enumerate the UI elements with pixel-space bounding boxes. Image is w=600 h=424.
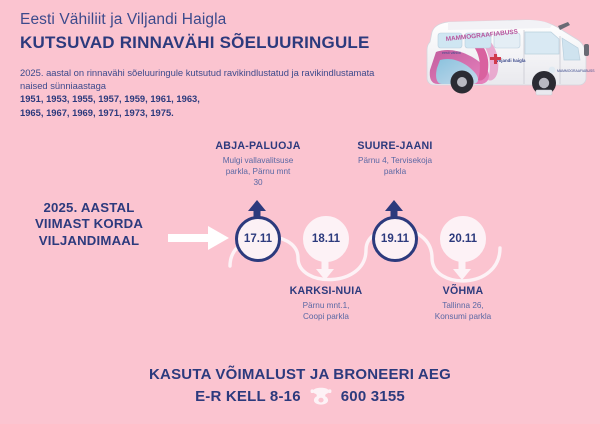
address-line-1: Pärnu mnt.1, bbox=[302, 301, 350, 310]
pin-date: 18.11 bbox=[311, 233, 341, 245]
callout-line-2: VIIMAST KORDA bbox=[34, 216, 144, 232]
city-name: VÕHMA bbox=[442, 285, 484, 297]
address-line-2: parkla bbox=[383, 166, 407, 176]
footer-block: KASUTA VÕIMALUST JA BRONEERI AEG E-R KEL… bbox=[0, 366, 600, 405]
timeline: ABJA-PALUOJA Mulgi vallavalitsuse parkla… bbox=[190, 140, 590, 360]
callout-line-3: VILJANDIMAAL bbox=[38, 232, 140, 248]
stop-label-karksi-nuia: KARKSI-NUIA Pärnu mnt.1, Coopi parkla bbox=[266, 285, 386, 323]
city-address: Pärnu 4, Tervisekoja parkla bbox=[335, 156, 455, 178]
pin-tip-down-4 bbox=[452, 258, 472, 285]
footer-phone-number: 600 3155 bbox=[340, 387, 405, 405]
city-address: Mulgi vallavalitsuse parkla, Pärnu mnt 3… bbox=[198, 156, 318, 188]
bus-illustration: MAMMOGRAAFIABUSS Viljandi haigla eesti v… bbox=[426, 19, 595, 96]
page-title: KUTSUVAD RINNAVÄHI SÕELUURINGULE bbox=[20, 33, 370, 53]
pin-tip-up-3 bbox=[384, 200, 404, 227]
svg-text:MAMMOGRAAFIABUSS: MAMMOGRAAFIABUSS bbox=[557, 69, 595, 73]
address-line-3: 30 bbox=[253, 177, 263, 187]
left-callout: 2025. AASTAL VIIMAST KORDA VILJANDIMAAL bbox=[14, 200, 164, 249]
city-address: Pärnu mnt.1, Coopi parkla bbox=[266, 301, 386, 323]
telephone-icon bbox=[310, 387, 332, 405]
city-name: ABJA-PALUOJA bbox=[215, 140, 301, 152]
address-line-2: parkla, Pärnu mnt bbox=[225, 166, 291, 176]
pin-date: 20.11 bbox=[448, 233, 478, 245]
pin-tip-up-1 bbox=[247, 200, 267, 227]
timeline-pin-18-11[interactable]: 18.11 bbox=[303, 216, 349, 262]
timeline-pin-17-11[interactable]: 17.11 bbox=[235, 216, 281, 262]
address-line-2: Konsumi parkla bbox=[434, 311, 492, 321]
city-name: KARKSI-NUIA bbox=[289, 285, 363, 297]
header-body-text: 2025. aastal on rinnavähi sõeluuringule … bbox=[20, 66, 375, 91]
footer-hours: E-R KELL 8-16 bbox=[195, 387, 301, 405]
timeline-pin-19-11[interactable]: 19.11 bbox=[372, 216, 418, 262]
timeline-pin-20-11[interactable]: 20.11 bbox=[440, 216, 486, 262]
stop-label-vohma: VÕHMA Tallinna 26, Konsumi parkla bbox=[403, 285, 523, 323]
city-address: Tallinna 26, Konsumi parkla bbox=[403, 301, 523, 323]
page-subtitle: Eesti Vähiliit ja Viljandi Haigla bbox=[20, 11, 227, 28]
pin-date: 17.11 bbox=[243, 233, 273, 245]
pin-tip-down-2 bbox=[315, 258, 335, 285]
header-body: 2025. aastal on rinnavähi sõeluuringule … bbox=[20, 66, 400, 119]
mammography-bus-image: MAMMOGRAAFIABUSS Viljandi haigla eesti v… bbox=[418, 8, 596, 100]
stop-label-abja-paluoja: ABJA-PALUOJA Mulgi vallavalitsuse parkla… bbox=[198, 140, 318, 188]
address-line-1: Pärnu 4, Tervisekoja bbox=[357, 156, 433, 165]
birth-years-line-2: 1965, 1967, 1969, 1971, 1973, 1975. bbox=[20, 106, 174, 118]
footer-cta: KASUTA VÕIMALUST JA BRONEERI AEG bbox=[149, 366, 451, 383]
footer-contact: E-R KELL 8-16 600 3155 bbox=[0, 387, 600, 405]
address-line-1: Tallinna 26, bbox=[442, 301, 484, 310]
address-line-1: Mulgi vallavalitsuse bbox=[222, 156, 294, 165]
svg-text:Viljandi haigla: Viljandi haigla bbox=[496, 58, 526, 63]
city-name: SUURE-JAANI bbox=[357, 140, 433, 152]
address-line-2: Coopi parkla bbox=[303, 311, 349, 321]
callout-line-1: 2025. AASTAL bbox=[43, 200, 135, 215]
timeline-connector bbox=[228, 226, 502, 283]
stop-label-suure-jaani: SUURE-JAANI Pärnu 4, Tervisekoja parkla bbox=[335, 140, 455, 178]
birth-years-line-1: 1951, 1953, 1955, 1957, 1959, 1961, 1963… bbox=[20, 93, 200, 105]
pin-date: 19.11 bbox=[380, 233, 410, 245]
header-block: Eesti Vähiliit ja Viljandi Haigla KUTSUV… bbox=[20, 10, 440, 119]
right-arrow-icon bbox=[168, 225, 230, 251]
svg-text:eesti vähiliit: eesti vähiliit bbox=[442, 51, 461, 55]
